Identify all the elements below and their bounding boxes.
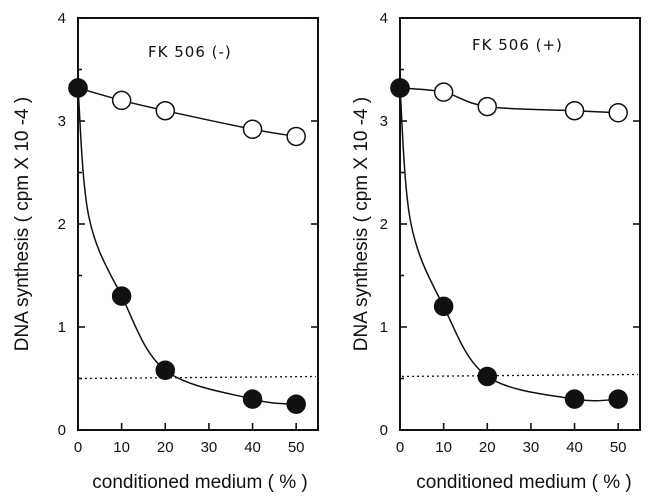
- x-tick-label: 10: [113, 439, 130, 456]
- panel-title: FK 506 (-): [148, 43, 232, 61]
- open-series-line: [77, 87, 297, 138]
- x-tick-label: 40: [566, 439, 583, 456]
- x-tick-label: 40: [244, 439, 261, 456]
- open-data-point: [477, 96, 498, 117]
- plot-frame: [399, 17, 641, 431]
- x-tick-label: 30: [523, 439, 540, 456]
- open-data-point: [155, 100, 176, 121]
- x-tick-label: 0: [74, 439, 82, 456]
- y-tick-label: 3: [58, 113, 66, 130]
- x-tick-label: 10: [435, 439, 452, 456]
- x-tick-label: 30: [201, 439, 218, 456]
- filled-data-point: [433, 296, 454, 317]
- plot-frame: [77, 17, 319, 431]
- open-data-point: [564, 100, 585, 121]
- open-data-point: [608, 103, 628, 123]
- y-tick-label: 1: [58, 319, 66, 336]
- filled-series-line: [399, 87, 619, 402]
- y-tick-label: 4: [58, 10, 66, 27]
- open-data-point: [286, 126, 306, 147]
- filled-series-line: [77, 87, 297, 406]
- filled-data-point: [68, 78, 88, 98]
- y-axis-label: DNA synthesis ( cpm X 10 -4 ): [12, 97, 33, 351]
- x-tick-label: 20: [157, 439, 174, 456]
- filled-data-point: [608, 389, 628, 409]
- y-tick-label: 1: [380, 319, 388, 336]
- y-tick-label: 2: [58, 216, 66, 233]
- y-tick-label: 0: [380, 422, 388, 439]
- filled-data-point: [242, 389, 263, 409]
- open-data-point: [111, 90, 132, 111]
- x-axis-label: conditioned medium ( % ): [92, 472, 307, 493]
- filled-data-point: [155, 360, 176, 381]
- reference-line: [79, 375, 317, 380]
- panel-title: FK 506 (+): [472, 36, 563, 54]
- y-tick-label: 4: [380, 10, 388, 27]
- y-tick-label: 3: [380, 113, 388, 130]
- y-tick-label: 2: [380, 216, 388, 233]
- open-data-point: [433, 82, 454, 102]
- filled-data-point: [286, 394, 306, 414]
- filled-data-point: [477, 366, 498, 387]
- x-tick-label: 50: [288, 439, 305, 456]
- y-tick-label: 0: [58, 422, 66, 439]
- reference-line: [401, 373, 639, 378]
- filled-data-point: [111, 286, 132, 306]
- open-data-point: [242, 119, 263, 139]
- x-axis-label: conditioned medium ( % ): [416, 472, 631, 493]
- open-series-line: [399, 87, 619, 114]
- x-tick-label: 50: [610, 439, 627, 456]
- filled-data-point: [564, 389, 585, 409]
- filled-data-point: [390, 78, 410, 98]
- x-tick-label: 20: [479, 439, 496, 456]
- x-tick-label: 0: [396, 439, 404, 456]
- y-axis-label: DNA synthesis ( cpm X 10 -4 ): [351, 97, 372, 351]
